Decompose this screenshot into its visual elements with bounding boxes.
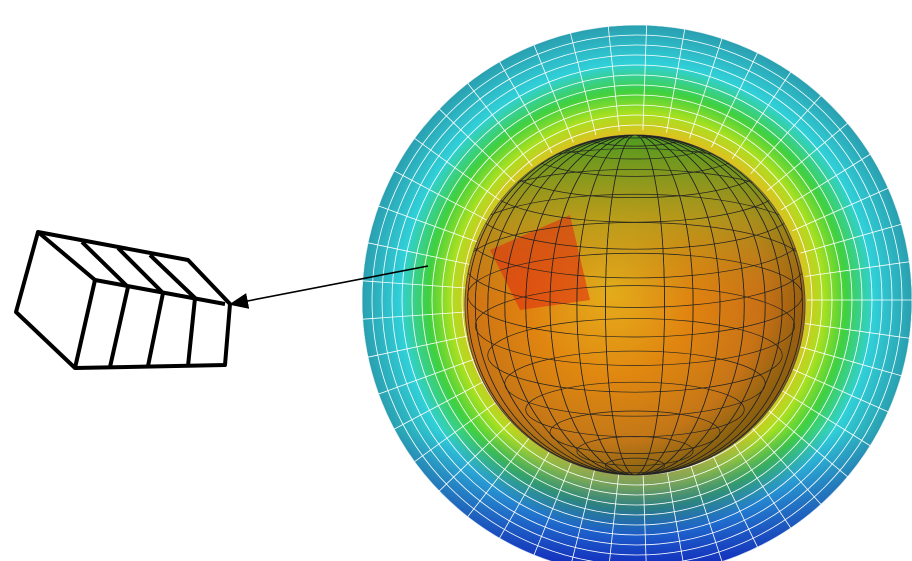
shell-spoke (805, 261, 910, 277)
core-meridian (474, 135, 796, 475)
core-latitude (487, 318, 783, 393)
shell-spoke (800, 346, 902, 377)
shell-spoke (689, 461, 723, 561)
core-latitude (576, 436, 694, 466)
shell-spoke (414, 138, 500, 201)
element-box (14, 230, 232, 370)
shell-spoke (711, 452, 758, 548)
core-meridian (525, 135, 745, 475)
shell-spoke (711, 52, 758, 148)
shell-spoke (805, 323, 910, 339)
core (464, 134, 806, 476)
core-latitude (605, 135, 665, 139)
shell-spoke (362, 311, 468, 320)
shell-spoke (570, 33, 597, 136)
shell-spoke (780, 153, 871, 211)
shell-spoke (499, 61, 553, 153)
box-outline (14, 230, 232, 370)
shell-spoke (607, 26, 620, 131)
core-latitude (474, 285, 796, 366)
shell-spoke (800, 223, 902, 254)
shell-spoke (792, 368, 889, 413)
shell-grid (362, 25, 912, 561)
shell-spoke (689, 38, 723, 139)
arrow (228, 265, 429, 309)
shell-spoke (362, 280, 468, 289)
shell-spoke (467, 433, 533, 517)
shell-spoke (666, 467, 686, 561)
core-latitude (549, 410, 721, 454)
core-meridian (605, 135, 665, 475)
shell-spoke (533, 44, 574, 143)
shell-spoke (438, 417, 515, 492)
shell-spoke (666, 29, 686, 133)
shell-spoke (533, 457, 574, 556)
shell-spoke (766, 122, 848, 192)
shell-spoke (766, 408, 848, 478)
shell-spoke (367, 334, 471, 358)
core-meridian (487, 135, 783, 475)
shell-spoke (367, 242, 471, 266)
shell-spoke (792, 187, 889, 232)
shell-spoke (467, 83, 533, 167)
shell-spoke (642, 469, 647, 561)
core-cap (465, 135, 805, 475)
shell-spoke (394, 170, 488, 221)
shell-spoke (378, 357, 478, 395)
shell-spoke (378, 205, 478, 243)
core-latitude (465, 222, 805, 308)
shell-spoke (750, 95, 822, 174)
box-edge (73, 279, 97, 369)
core-meridian (467, 135, 803, 475)
box-rib (116, 246, 165, 367)
core-meridian (504, 135, 766, 475)
shell-spoke (394, 379, 488, 430)
core-latitude (576, 135, 694, 147)
shell-spoke (642, 25, 647, 131)
core-meridian (576, 135, 694, 475)
core-hot (490, 215, 590, 310)
core-meridian (549, 135, 721, 475)
shell-spoke (607, 469, 620, 561)
shell-spoke (750, 426, 822, 505)
shell-spoke (499, 447, 553, 539)
shell-spoke (438, 108, 515, 183)
core-grid (465, 135, 805, 475)
core-latitude (605, 457, 665, 474)
shell-spoke (570, 464, 597, 561)
shell-spoke (780, 389, 871, 447)
shell-spoke (414, 399, 500, 462)
box-rib (80, 240, 130, 368)
shell-spoke (731, 440, 792, 529)
shell-spoke (731, 71, 792, 160)
box-rib (148, 253, 197, 367)
